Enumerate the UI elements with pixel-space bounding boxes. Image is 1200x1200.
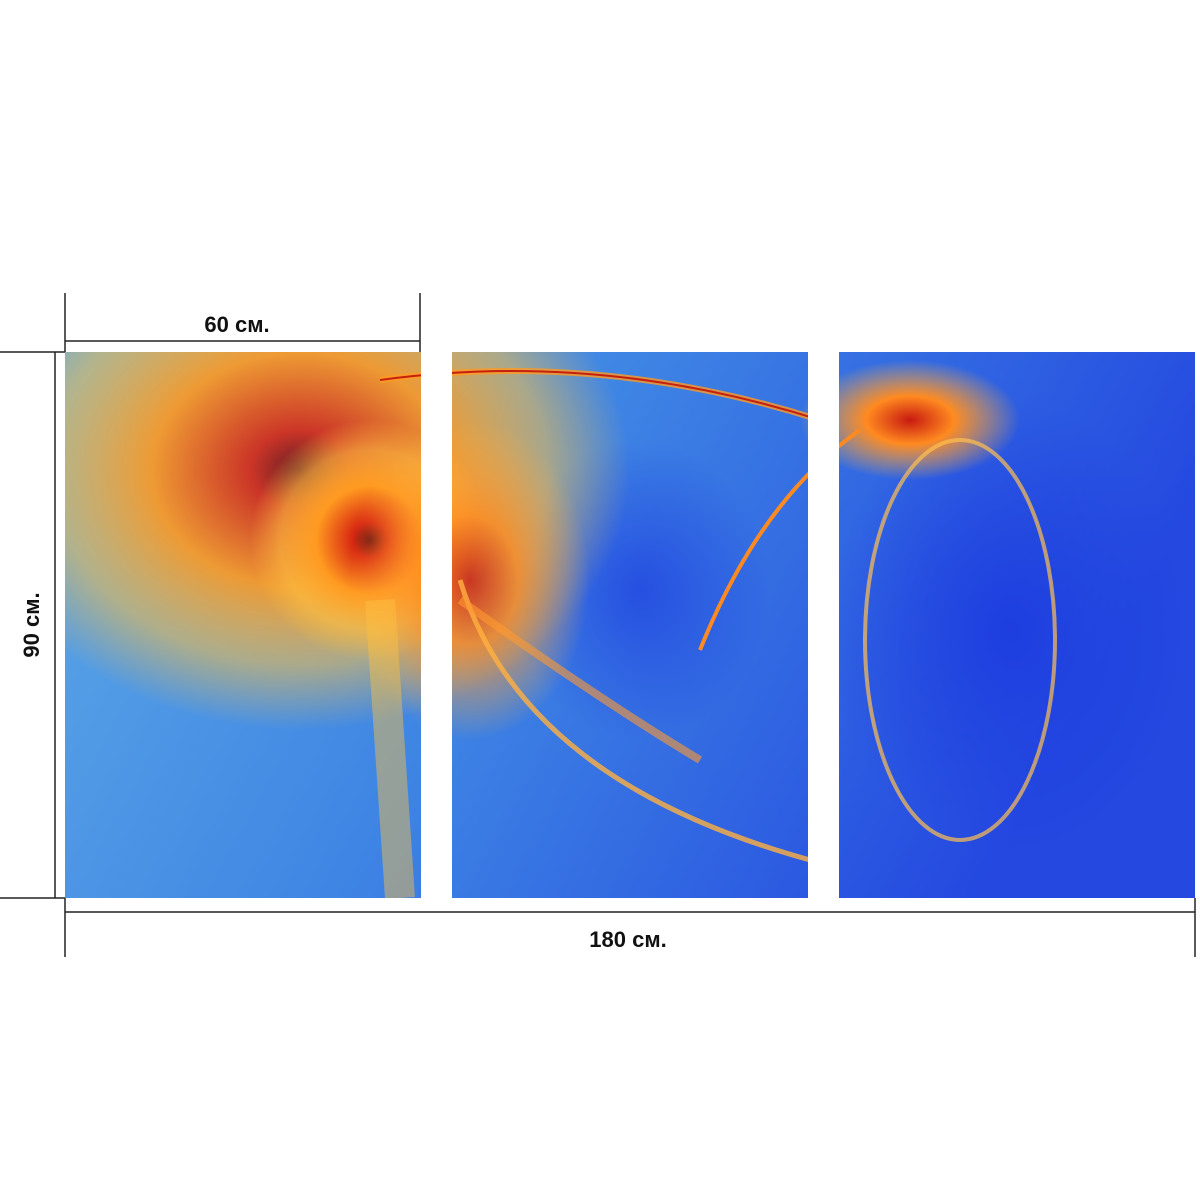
total-width-label: 180 см. xyxy=(589,927,666,952)
triptych-art xyxy=(65,352,1195,898)
dimension-lines xyxy=(0,293,1196,957)
panel-width-label: 60 см. xyxy=(204,312,269,337)
height-label: 90 см. xyxy=(19,592,44,657)
